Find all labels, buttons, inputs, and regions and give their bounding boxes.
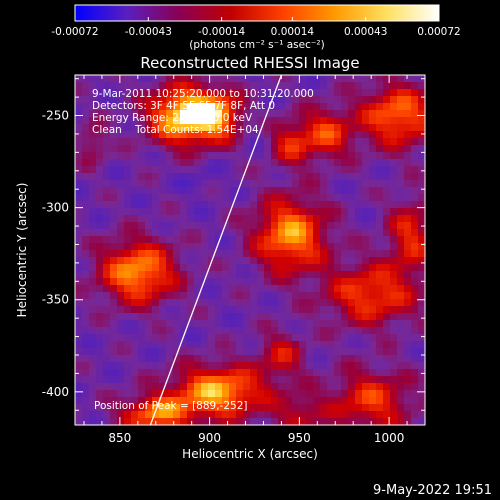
plot-frame xyxy=(74,74,426,426)
x-tick-label: 950 xyxy=(288,431,311,445)
colorbar-tick-label: -0.00072 xyxy=(51,26,98,38)
footer-date: 9-May-2022 19:51 xyxy=(373,483,492,498)
annotation-time-range: 9-Mar-2011 10:25:20.000 to 10:31:20.000 xyxy=(92,88,314,100)
y-axis-ticks: -250 -300 -350 -400 xyxy=(42,78,425,411)
annotation-clean-counts: Clean Total Counts: 1.54E+04 xyxy=(92,124,259,136)
x-tick-label: 850 xyxy=(108,431,131,445)
annotation-detectors: Detectors: 3F 4F 5F 6F 7F 8F, Att 0 xyxy=(92,100,275,112)
colorbar-tick-label: -0.00043 xyxy=(125,26,172,38)
colorbar-tick-label: 0.00014 xyxy=(271,26,315,38)
y-tick-label: -300 xyxy=(42,201,69,215)
y-tick-label: -400 xyxy=(42,385,69,399)
y-axis-label: Heliocentric Y (arcsec) xyxy=(15,183,29,318)
y-tick-label: -350 xyxy=(42,293,69,307)
colorbar-frame xyxy=(74,4,440,22)
x-tick-label: 1000 xyxy=(374,431,405,445)
x-axis-label: Heliocentric X (arcsec) xyxy=(182,447,318,461)
colorbar-ticks: -0.00072 -0.00043 -0.00014 0.00014 0.00043 0.… xyxy=(51,17,461,38)
x-tick-label: 900 xyxy=(198,431,221,445)
colorbar-tick-label: 0.00043 xyxy=(344,26,387,38)
colorbar-tick-label: -0.00014 xyxy=(198,26,246,38)
solar-limb-line xyxy=(149,75,283,425)
annotation-energy-range: Energy Range: 25.0 - 50.0 keV xyxy=(92,112,253,124)
x-axis-ticks: 850 900 950 1000 xyxy=(83,75,426,445)
chart-title: Reconstructed RHESSI Image xyxy=(140,54,359,72)
colorbar-unit-label: (photons cm⁻² s⁻¹ asec⁻²) xyxy=(189,39,324,51)
y-tick-label: -250 xyxy=(42,109,69,123)
peak-position-label: Position of Peak = [889,-252] xyxy=(94,400,248,412)
colorbar xyxy=(75,5,439,21)
colorbar-tick-label: 0.00072 xyxy=(417,26,460,38)
heatmap-image xyxy=(75,75,425,425)
